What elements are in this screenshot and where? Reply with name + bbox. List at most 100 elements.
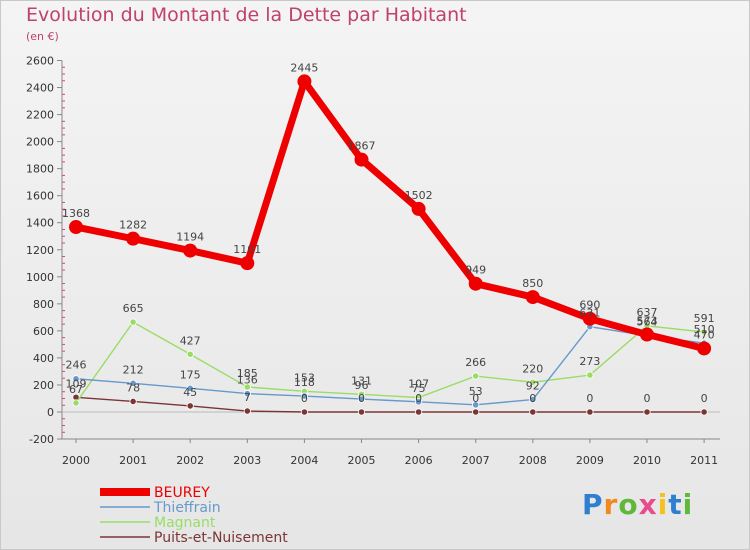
data-point xyxy=(414,398,423,406)
data-point xyxy=(697,341,712,356)
data-label: 690 xyxy=(579,299,600,312)
data-point xyxy=(72,399,80,407)
legend-label: Thieffrain xyxy=(153,500,221,516)
data-label: 92 xyxy=(526,380,540,393)
data-label: 67 xyxy=(69,383,83,396)
data-point xyxy=(529,395,537,404)
data-point xyxy=(586,408,594,416)
data-labels: 1368 1282 1194 1101 2445 1867 1502 949 850 690 573… xyxy=(62,61,715,405)
data-label: 0 xyxy=(586,392,593,405)
data-label: 153 xyxy=(294,371,315,384)
logo-letter: i xyxy=(682,488,694,521)
y-tick-label: 600 xyxy=(33,325,54,338)
data-label: 510 xyxy=(694,323,715,336)
y-tick-label: 2400 xyxy=(26,82,54,95)
data-point xyxy=(586,371,594,379)
data-label: 470 xyxy=(694,328,715,341)
y-tick-label: 200 xyxy=(33,379,54,392)
data-label: 637 xyxy=(637,306,658,319)
data-point xyxy=(700,408,708,416)
data-label: 220 xyxy=(522,362,543,375)
data-label: 45 xyxy=(183,386,197,399)
data-label: 131 xyxy=(351,374,372,387)
x-tick-label: 2000 xyxy=(62,454,90,467)
data-point xyxy=(411,201,426,216)
data-label: 78 xyxy=(126,381,140,394)
data-label: 591 xyxy=(694,312,715,325)
data-point xyxy=(243,407,251,415)
data-label: 0 xyxy=(701,392,708,405)
data-point xyxy=(126,231,141,246)
x-tick-label: 2009 xyxy=(576,454,604,467)
data-point xyxy=(243,390,251,398)
x-tick-label: 2005 xyxy=(348,454,376,467)
data-label: 246 xyxy=(66,359,87,372)
data-label: 136 xyxy=(237,374,258,387)
y-tick-label: -200 xyxy=(29,433,54,446)
data-label: 185 xyxy=(237,367,258,380)
data-point xyxy=(414,408,423,416)
proxiti-logo: Proxiti xyxy=(582,488,693,521)
data-label: 0 xyxy=(644,392,651,405)
data-label: 118 xyxy=(294,376,315,389)
x-tick-label: 2007 xyxy=(462,454,490,467)
series-layer xyxy=(69,74,712,416)
data-label: 1101 xyxy=(233,243,261,256)
legend-label: Puits-et-Nuisement xyxy=(154,530,288,546)
data-label: 96 xyxy=(355,379,369,392)
data-label: 0 xyxy=(358,392,365,405)
y-tick-label: 1400 xyxy=(26,217,54,230)
x-tick-label: 2004 xyxy=(290,454,318,467)
data-point xyxy=(186,402,194,410)
y-tick-label: 1000 xyxy=(26,271,54,284)
data-point xyxy=(129,318,137,326)
data-point xyxy=(472,372,480,380)
data-point xyxy=(529,378,537,386)
y-tick-label: 2000 xyxy=(26,136,54,149)
y-tick-label: 1200 xyxy=(26,244,54,257)
data-label: 1368 xyxy=(62,207,90,220)
chart-title: Evolution du Montant de la Dette par Hab… xyxy=(26,4,467,26)
data-point xyxy=(300,392,308,400)
y-tick-label: 2600 xyxy=(26,54,54,67)
x-tick-label: 2011 xyxy=(690,454,718,467)
data-label: 175 xyxy=(180,368,201,381)
data-label: 1502 xyxy=(405,189,433,202)
data-point xyxy=(186,384,194,392)
data-label: 273 xyxy=(579,355,600,368)
data-label: 53 xyxy=(469,385,483,398)
data-point xyxy=(129,379,137,387)
data-point xyxy=(472,401,480,409)
y-tick-label: 2200 xyxy=(26,109,54,122)
data-label: 7 xyxy=(244,391,251,404)
chart-unit: (en €) xyxy=(26,30,59,43)
y-tick-label: 1800 xyxy=(26,163,54,176)
data-label: 564 xyxy=(637,316,658,329)
series-line-beurey xyxy=(75,77,705,352)
series-line-thieffrain xyxy=(75,325,705,406)
data-point xyxy=(357,395,366,403)
data-point xyxy=(297,74,312,89)
data-label: 949 xyxy=(465,264,486,277)
data-label: 631 xyxy=(579,307,600,320)
axes: -200020040060080010001200140016001800200… xyxy=(26,54,720,467)
logo-letter: x xyxy=(638,488,658,521)
data-point xyxy=(186,350,194,358)
data-point xyxy=(183,243,198,258)
data-label: 665 xyxy=(123,302,144,315)
data-label: 266 xyxy=(465,356,486,369)
data-label: 2445 xyxy=(290,61,318,74)
logo-letter: t xyxy=(668,488,683,521)
data-point xyxy=(529,408,537,416)
data-label: 107 xyxy=(408,378,429,391)
data-point xyxy=(472,408,480,416)
data-point xyxy=(240,256,255,271)
logo-letter: r xyxy=(603,488,619,521)
data-label: 0 xyxy=(301,392,308,405)
data-label: 0 xyxy=(415,392,422,405)
x-tick-label: 2002 xyxy=(176,454,204,467)
series-line-puits-et-nuisement xyxy=(75,396,705,413)
logo-letter: P xyxy=(582,488,604,521)
data-point xyxy=(72,375,80,383)
